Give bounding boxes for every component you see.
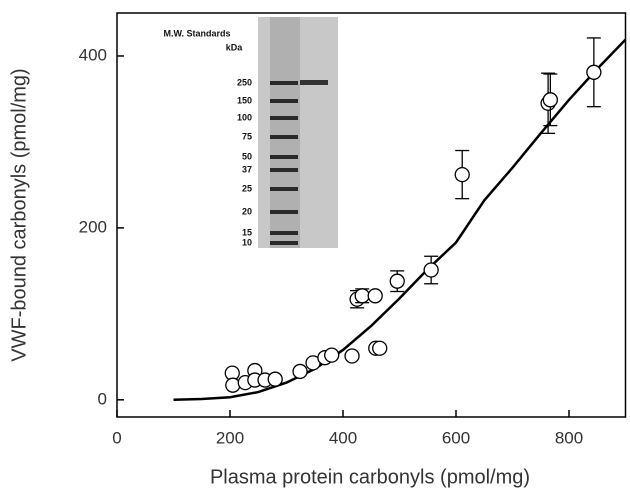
data-point: [454, 166, 470, 183]
gel-marker-label: 15: [242, 227, 252, 237]
data-point: [344, 348, 360, 364]
gel-band: [270, 187, 298, 191]
gel-band: [270, 135, 298, 139]
gel-lane: [270, 17, 300, 248]
gel-band: [270, 168, 298, 172]
gel-band: [270, 81, 298, 85]
y-axis-label: VWF-bound carbonyls (pmol/mg): [8, 68, 30, 361]
gel-marker-label: 75: [242, 131, 252, 141]
gel-band: [270, 231, 298, 235]
data-point: [354, 288, 370, 304]
data-point: [586, 64, 602, 80]
gel-unit: kDa: [226, 42, 244, 52]
data-point: [367, 288, 383, 304]
data-point: [292, 363, 308, 380]
fit-curve: [173, 38, 627, 402]
data-point: [324, 347, 340, 363]
gel-marker-label: 25: [242, 183, 252, 193]
y-tick-label: 0: [98, 389, 107, 408]
gel-band: [270, 155, 298, 159]
gel-marker-label: 37: [242, 164, 252, 174]
gel-band: [270, 241, 298, 245]
y-tick-label: 200: [79, 217, 107, 236]
x-tick-label: 400: [329, 428, 357, 447]
plot-frame: [116, 12, 627, 418]
x-axis-label: Plasma protein carbonyls (pmol/mg): [210, 466, 530, 488]
gel-title: M.W. Standards: [163, 28, 230, 38]
data-point: [372, 340, 388, 356]
x-tick-label: 800: [555, 428, 583, 447]
gel-marker-label: 100: [237, 112, 252, 122]
gel-band: [270, 116, 298, 120]
gel-marker-label: 10: [242, 237, 252, 247]
data-point: [423, 262, 439, 278]
gel-marker-label: 50: [242, 151, 252, 161]
y-tick-label: 400: [79, 45, 107, 64]
x-tick-label: 200: [216, 428, 244, 447]
data-point: [542, 92, 559, 108]
x-tick-label: 600: [442, 428, 470, 447]
gel-marker-label: 250: [237, 77, 252, 87]
x-tick-label: 0: [112, 428, 121, 447]
gel-band: [270, 99, 298, 103]
gel-band-sample: [300, 80, 328, 85]
gel-marker-label: 20: [242, 206, 252, 216]
data-point: [267, 371, 283, 387]
gel-marker-label: 150: [237, 95, 252, 105]
data-point: [225, 377, 241, 393]
data-point: [389, 273, 405, 289]
gel-band: [270, 210, 298, 214]
